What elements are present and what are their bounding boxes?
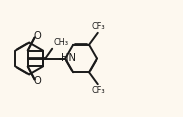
Text: O: O [33,76,41,86]
Text: CH₃: CH₃ [54,38,69,47]
Text: CF₃: CF₃ [92,86,106,95]
Text: O: O [33,31,41,41]
Text: CF₃: CF₃ [92,22,106,31]
Text: HN: HN [61,53,76,63]
